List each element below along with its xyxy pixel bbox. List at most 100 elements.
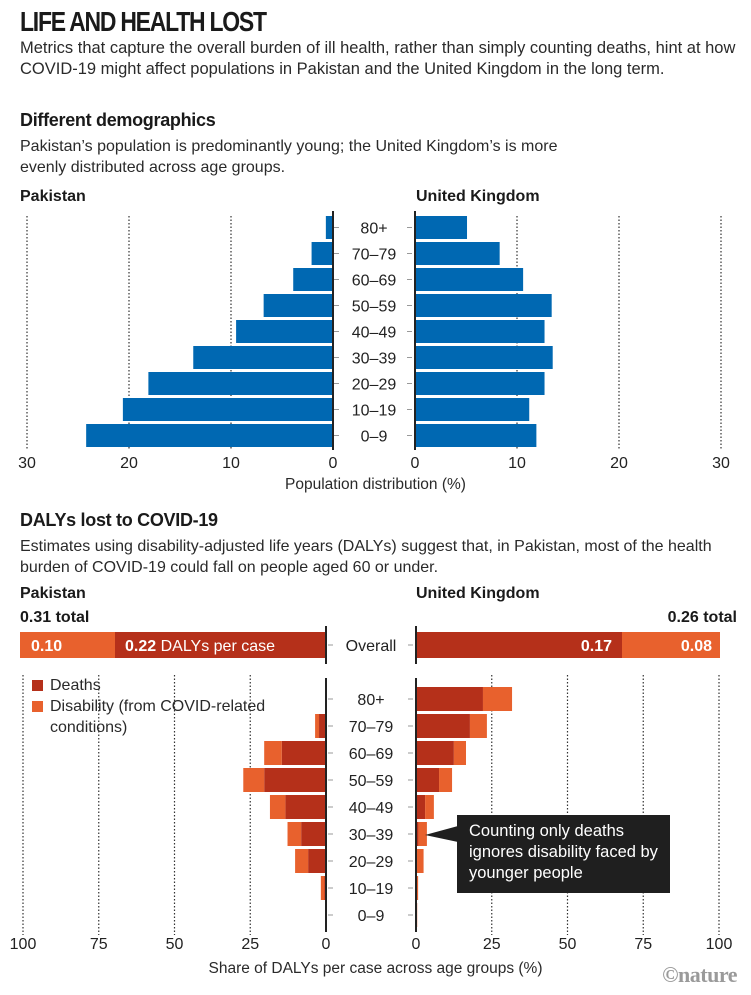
pakistan-population-bar	[325, 216, 333, 239]
legend-item-deaths: Deaths	[32, 675, 320, 696]
daly-uk-label: United Kingdom	[416, 585, 540, 602]
uk-x-tick-label: 75	[634, 936, 652, 953]
age-group-label: 10–19	[352, 403, 397, 420]
pakistan-population-bar	[236, 320, 333, 343]
uk-disability-bar	[416, 849, 424, 873]
uk-x-tick-label: 20	[610, 455, 628, 472]
age-group-label: 10–19	[349, 881, 394, 898]
uk-x-tick-label: 10	[508, 455, 526, 472]
uk-x-tick-label: 100	[706, 936, 733, 953]
uk-disability-bar	[425, 795, 434, 819]
legend-deaths-label: Deaths	[50, 677, 101, 694]
legend-item-disability: Disability (from COVID-related condition…	[32, 696, 320, 738]
age-group-label: 30–39	[349, 827, 394, 844]
pyramid-pakistan-label: Pakistan	[20, 188, 86, 205]
pakistan-x-tick-label: 25	[241, 936, 259, 953]
uk-disability-bar	[469, 714, 487, 738]
age-group-label: 30–39	[352, 351, 397, 368]
uk-population-bar	[415, 242, 500, 265]
pakistan-deaths-bar	[285, 795, 326, 819]
pakistan-disability-bar	[287, 822, 302, 846]
daly-x-axis-title: Share of DALYs per case across age group…	[208, 960, 543, 977]
age-group-label: 0–9	[361, 429, 388, 446]
uk-population-bar	[415, 398, 530, 421]
pakistan-population-bar	[293, 268, 333, 291]
section-heading-demographics: Different demographics	[20, 110, 216, 130]
pakistan-overall-disability-bar	[20, 632, 115, 658]
pakistan-disability-bar	[264, 741, 282, 765]
age-group-label: 70–79	[352, 247, 397, 264]
uk-disability-bar	[416, 876, 419, 900]
callout-pointer	[425, 826, 458, 842]
pakistan-population-bar	[122, 398, 333, 421]
pakistan-disability-bar	[295, 849, 309, 873]
age-group-label: 60–69	[352, 273, 397, 290]
uk-population-bar	[415, 346, 553, 369]
pakistan-overall-deaths-value: 0.22 DALYs per case	[125, 638, 275, 655]
overall-row-label: Overall	[346, 638, 397, 655]
uk-total-label: 0.26 total	[667, 609, 737, 626]
pakistan-x-tick-label: 75	[90, 936, 108, 953]
age-group-label: 40–49	[352, 325, 397, 342]
uk-x-tick-label: 0	[412, 936, 421, 953]
uk-overall-deaths-value: 0.17	[581, 638, 612, 655]
uk-disability-bar	[418, 822, 427, 846]
age-group-label: 0–9	[358, 908, 385, 925]
age-group-label: 80+	[360, 221, 387, 238]
age-group-label: 60–69	[349, 746, 394, 763]
daly-pakistan-label: Pakistan	[20, 585, 86, 602]
pakistan-deaths-bar	[281, 741, 326, 765]
nature-credit-logo: ©nature	[662, 962, 737, 987]
legend-disability-label: Disability (from COVID-related condition…	[50, 698, 266, 736]
pyramid-x-axis-title: Population distribution (%)	[285, 476, 466, 493]
uk-disability-bar	[482, 687, 513, 711]
age-group-label: 40–49	[349, 800, 394, 817]
pakistan-deaths-bar	[301, 822, 326, 846]
uk-disability-bar	[453, 741, 466, 765]
uk-overall-disability-value: 0.08	[681, 638, 712, 655]
pakistan-x-tick-label: 20	[120, 455, 138, 472]
age-group-label: 80+	[357, 692, 384, 709]
pyramid-uk-label: United Kingdom	[416, 188, 540, 205]
pakistan-population-bar	[86, 424, 333, 447]
uk-x-tick-label: 50	[559, 936, 577, 953]
uk-deaths-bar	[416, 714, 470, 738]
uk-disability-bar	[439, 768, 453, 792]
pakistan-x-tick-label: 50	[166, 936, 184, 953]
pakistan-disability-bar	[320, 876, 325, 900]
pakistan-deaths-bar	[319, 714, 326, 738]
daly-legend: Deaths Disability (from COVID-related co…	[32, 675, 320, 738]
pakistan-x-tick-label: 30	[18, 455, 36, 472]
deaths-swatch-icon	[32, 680, 43, 691]
age-group-label: 20–29	[352, 377, 397, 394]
pakistan-deaths-bar	[308, 849, 326, 873]
pakistan-population-bar	[263, 294, 333, 317]
pakistan-overall-deaths-bar	[115, 632, 326, 658]
pakistan-overall-disability-value: 0.10	[31, 638, 62, 655]
pakistan-x-tick-label: 10	[222, 455, 240, 472]
age-group-label: 70–79	[349, 719, 394, 736]
annotation-callout: Counting only deaths ignores disability …	[457, 815, 670, 893]
pakistan-population-bar	[148, 372, 333, 395]
uk-deaths-bar	[416, 795, 426, 819]
page-title: LIFE AND HEALTH LOST	[20, 6, 267, 37]
section-heading-dalys: DALYs lost to COVID-19	[20, 510, 218, 530]
uk-population-bar	[415, 294, 552, 317]
uk-overall-deaths-bar	[416, 632, 622, 658]
pakistan-disability-bar	[269, 795, 286, 819]
pakistan-total-label: 0.31 total	[20, 609, 90, 626]
uk-population-bar	[415, 320, 545, 343]
age-group-label: 20–29	[349, 854, 394, 871]
age-group-label: 50–59	[352, 299, 397, 316]
pakistan-x-tick-label: 100	[10, 936, 37, 953]
age-group-label: 50–59	[349, 773, 394, 790]
pakistan-population-bar	[193, 346, 333, 369]
pakistan-x-tick-label: 0	[322, 936, 331, 953]
uk-x-tick-label: 25	[483, 936, 501, 953]
uk-deaths-bar	[416, 741, 454, 765]
uk-x-tick-label: 0	[411, 455, 420, 472]
uk-overall-disability-bar	[622, 632, 720, 658]
disability-swatch-icon	[32, 701, 43, 712]
uk-deaths-bar	[416, 687, 483, 711]
